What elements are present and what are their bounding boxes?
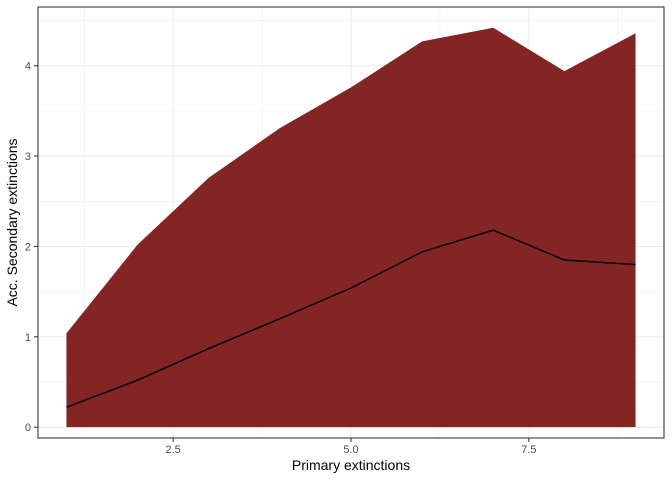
x-tick-label: 2.5 xyxy=(166,444,181,456)
data-layer xyxy=(66,27,636,428)
x-axis-title: Primary extinctions xyxy=(292,457,410,473)
x-tick-label: 7.5 xyxy=(521,444,536,456)
mean-line xyxy=(66,229,636,408)
ribbon-area xyxy=(66,27,636,428)
y-tick-label: 0 xyxy=(25,422,31,434)
y-tick-label: 4 xyxy=(25,61,31,73)
y-tick-label: 1 xyxy=(25,332,31,344)
axis-layer: 2.5 5.0 7.5 0 1 2 3 4 xyxy=(25,61,537,456)
y-tick-label: 3 xyxy=(25,151,31,163)
y-tick-label: 2 xyxy=(25,241,31,253)
x-tick-label: 5.0 xyxy=(343,444,358,456)
y-axis-title: Acc. Secondary extinctions xyxy=(4,138,20,306)
